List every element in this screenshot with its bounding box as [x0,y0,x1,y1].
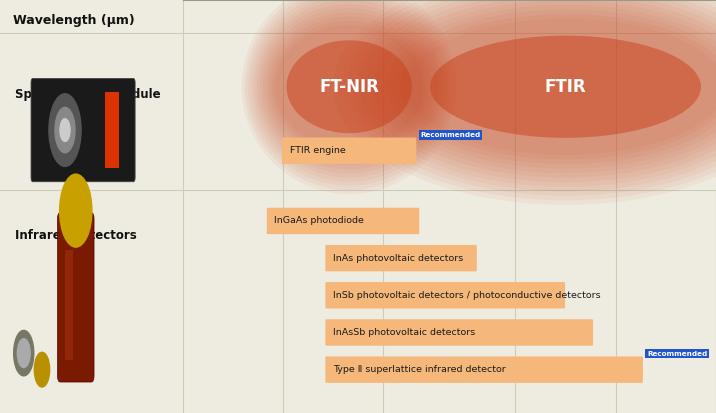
Ellipse shape [367,0,716,182]
Ellipse shape [241,0,457,194]
FancyBboxPatch shape [325,319,593,346]
Text: Recommended: Recommended [420,132,480,138]
Circle shape [60,119,70,141]
Text: FTIR engine: FTIR engine [290,146,345,155]
Ellipse shape [260,4,438,169]
Ellipse shape [379,0,716,173]
Ellipse shape [386,5,716,169]
Text: Type Ⅱ superlattice infrared detector: Type Ⅱ superlattice infrared detector [333,365,505,374]
Ellipse shape [251,0,448,182]
Text: FT-NIR: FT-NIR [319,78,379,96]
Circle shape [34,352,49,387]
Ellipse shape [430,36,701,138]
FancyBboxPatch shape [31,78,135,182]
Bar [105,92,120,168]
Ellipse shape [359,0,716,187]
FancyBboxPatch shape [282,138,416,164]
FancyBboxPatch shape [57,213,94,382]
Text: InGaAs photodiode: InGaAs photodiode [274,216,364,225]
Text: Infrared detectors: Infrared detectors [14,229,136,242]
Circle shape [49,94,81,166]
Text: InAs photovoltaic detectors: InAs photovoltaic detectors [333,254,463,263]
Ellipse shape [400,14,716,159]
Ellipse shape [286,40,412,133]
Ellipse shape [406,19,716,155]
Text: Recommended: Recommended [647,351,707,357]
Ellipse shape [339,0,716,200]
Circle shape [14,330,34,376]
FancyBboxPatch shape [325,356,643,383]
Text: Spectroscopic module: Spectroscopic module [14,88,160,102]
Circle shape [17,339,30,368]
Text: Wavelength (μm): Wavelength (μm) [13,14,135,27]
Ellipse shape [393,9,716,164]
Ellipse shape [373,0,716,178]
Ellipse shape [333,0,716,205]
FancyBboxPatch shape [325,282,565,309]
Ellipse shape [263,8,435,165]
Ellipse shape [254,0,445,178]
Text: FTIR: FTIR [545,78,586,96]
Bar [65,250,72,360]
Ellipse shape [266,12,432,161]
Ellipse shape [257,0,441,173]
Circle shape [55,107,75,153]
Ellipse shape [347,0,716,196]
Ellipse shape [269,17,429,157]
Text: InAsSb photovoltaic detectors: InAsSb photovoltaic detectors [333,328,475,337]
FancyBboxPatch shape [267,208,419,234]
Circle shape [59,174,92,247]
Text: InSb photovoltaic detectors / photoconductive detectors: InSb photovoltaic detectors / photocondu… [333,291,601,300]
Ellipse shape [272,21,426,153]
FancyBboxPatch shape [325,245,477,271]
Ellipse shape [245,0,454,190]
Ellipse shape [248,0,450,186]
Ellipse shape [353,0,716,191]
Ellipse shape [276,25,423,149]
